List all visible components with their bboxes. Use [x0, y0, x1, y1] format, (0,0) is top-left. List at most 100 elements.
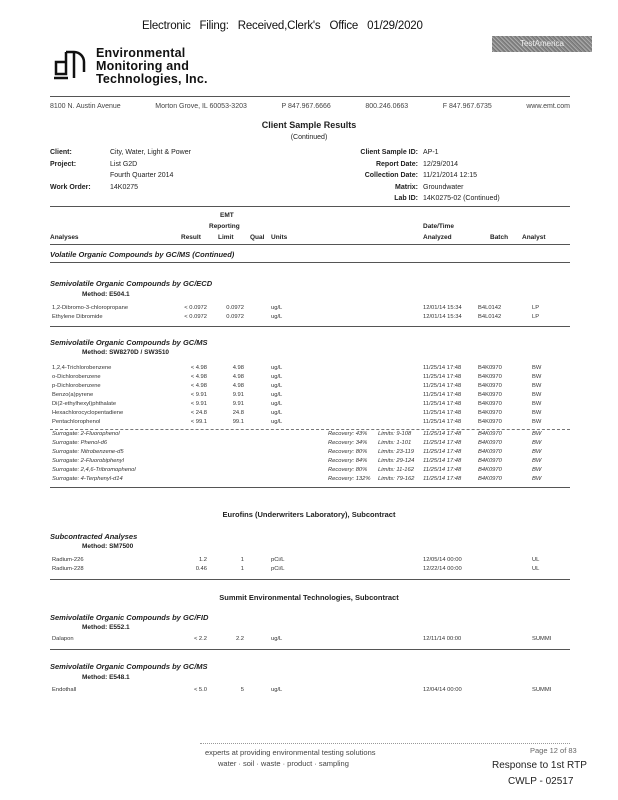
- units: pCi/L: [271, 566, 285, 572]
- work-order-value: 14K0275: [110, 184, 139, 191]
- section-title: Volatile Organic Compounds by GC/MS (Con…: [50, 250, 235, 259]
- divider: [50, 326, 570, 327]
- divider: [50, 262, 570, 263]
- work-order-label: Work Order:: [50, 184, 91, 191]
- project-value: List G2D: [110, 161, 138, 168]
- surrogate-name: Surrogate: Nitrobenzene-d5: [52, 449, 124, 455]
- surrogate-row: Surrogate: 2-Fluorobiphenyl Recovery: 84%…: [0, 458, 618, 467]
- batch-id: B4K0970: [478, 419, 502, 425]
- footer-tagline: experts at providing environmental testi…: [205, 748, 376, 757]
- units: ug/L: [271, 410, 283, 416]
- analyte-name: Radium-226: [52, 557, 84, 563]
- section-title: Subcontracted Analyses: [50, 532, 138, 541]
- address-phone: P 847.967.6666: [281, 103, 331, 110]
- units: ug/L: [271, 374, 283, 380]
- recovery: Recovery: 34%: [328, 440, 368, 446]
- reporting-limit: 99.1: [232, 419, 244, 425]
- divider: [50, 487, 570, 488]
- batch-id: B4K0970: [478, 392, 502, 398]
- analyst: UL: [532, 557, 540, 563]
- address-website: www.emt.com: [526, 103, 570, 110]
- method-label: Method: SM7500: [82, 543, 134, 550]
- units: ug/L: [271, 305, 283, 311]
- lab-id-label: Lab ID:: [394, 195, 418, 202]
- result-value: < 4.98: [190, 365, 207, 371]
- address-fax: F 847.967.6735: [442, 103, 492, 110]
- divider: [50, 206, 570, 207]
- reporting-limit: 0.0972: [226, 305, 244, 311]
- reporting-limit: 9.91: [232, 392, 244, 398]
- date-analyzed: 11/25/14 17:48: [423, 440, 462, 446]
- analyst: SUMMI: [532, 636, 552, 642]
- date-analyzed: 11/25/14 17:48: [423, 365, 462, 371]
- table-row: Endothall < 5.0 5 ug/L 12/04/14 00:00 SUMMI: [0, 687, 618, 696]
- divider: [50, 96, 570, 97]
- units: ug/L: [271, 401, 283, 407]
- analyte-name: Ethylene Dibromide: [52, 314, 103, 320]
- analyst: BW: [532, 431, 542, 437]
- company-name: Environmental Monitoring and Technologies,…: [96, 47, 208, 86]
- analyst: BW: [532, 410, 542, 416]
- analyte-name: p-Dichlorobenzene: [52, 383, 101, 389]
- units: ug/L: [271, 419, 283, 425]
- units: ug/L: [271, 392, 283, 398]
- divider: [50, 579, 570, 580]
- collection-date-label: Collection Date:: [364, 172, 418, 179]
- surrogate-row: Surrogate: 2,4,6-Tribromophenol Recovery:…: [0, 467, 618, 476]
- table-row: Benzo(a)pyrene < 9.91 9.91 ug/L 11/25/14 17:…: [0, 392, 618, 401]
- date-analyzed: 11/25/14 17:48: [423, 431, 462, 437]
- table-row: 1,2,4-Trichlorobenzene < 4.98 4.98 ug/L 11/2…: [0, 365, 618, 374]
- client-label: Client:: [50, 149, 72, 156]
- units: ug/L: [271, 687, 283, 693]
- analyte-name: Radium-228: [52, 566, 84, 572]
- date-analyzed: 11/25/14 17:48: [423, 392, 462, 398]
- surrogate-row: Surrogate: Phenol-d6 Recovery: 34% Limits:…: [0, 440, 618, 449]
- analyte-name: Pentachlorophenol: [52, 419, 101, 425]
- date-analyzed: 11/25/14 17:48: [423, 419, 462, 425]
- table-row: Pentachlorophenol < 99.1 99.1 ug/L 11/25/14 …: [0, 419, 618, 428]
- analyst: SUMMI: [532, 687, 552, 693]
- limits: Limits: 29-124: [378, 458, 415, 464]
- col-analyst: Analyst: [522, 234, 546, 241]
- section-title: Semivolatile Organic Compounds by GC/ECD: [50, 279, 213, 288]
- company-name-line: Technologies, Inc.: [96, 72, 208, 86]
- recovery: Recovery: 80%: [328, 467, 368, 473]
- date-analyzed: 12/01/14 15:34: [423, 314, 462, 320]
- analyst: BW: [532, 374, 542, 380]
- response-label: Response to 1st RTP: [492, 760, 587, 771]
- analyte-name: Benzo(a)pyrene: [52, 392, 94, 398]
- table-row: Dalapon < 2.2 2.2 ug/L 12/11/14 00:00 SUMMI: [0, 636, 618, 645]
- batch-id: B4K0970: [478, 431, 502, 437]
- batch-id: B4K0970: [478, 365, 502, 371]
- analyst: BW: [532, 419, 542, 425]
- date-analyzed: 12/04/14 00:00: [423, 687, 462, 693]
- date-analyzed: 11/25/14 17:48: [423, 467, 462, 473]
- divider: [50, 244, 570, 245]
- analyst: BW: [532, 449, 542, 455]
- table-row: Di(2-ethylhexyl)phthalate < 9.91 9.91 ug/L 1…: [0, 401, 618, 410]
- limits: Limits: 11-162: [378, 467, 414, 473]
- col-limit: Limit: [218, 234, 234, 241]
- batch-id: B4K0970: [478, 476, 502, 482]
- result-value: < 0.0972: [184, 314, 207, 320]
- lab-stamp: TestAmerica: [492, 36, 592, 52]
- analyte-name: Hexachlorocyclopentadiene: [52, 410, 124, 416]
- col-datetime: Date/Time: [423, 223, 454, 230]
- page-subtitle: (Continued): [290, 134, 328, 141]
- reporting-limit: 4.98: [232, 365, 244, 371]
- table-row: Radium-226 1.2 1 pCi/L 12/05/14 00:00 UL: [0, 557, 618, 566]
- table-row: Radium-228 0.46 1 pCi/L 12/22/14 00:00 UL: [0, 566, 618, 575]
- section-title: Semivolatile Organic Compounds by GC/MS: [50, 662, 208, 671]
- matrix-label: Matrix:: [395, 184, 418, 191]
- units: ug/L: [271, 636, 283, 642]
- col-emt: EMT: [220, 212, 234, 219]
- analyst: BW: [532, 458, 542, 464]
- table-row: Ethylene Dibromide < 0.0972 0.0972 ug/L 12/0…: [0, 314, 618, 323]
- result-value: < 24.8: [190, 410, 207, 416]
- reporting-limit: 0.0972: [226, 314, 244, 320]
- date-analyzed: 12/05/14 00:00: [423, 557, 462, 563]
- method-label: Method: E504.1: [82, 291, 130, 298]
- reporting-limit: 24.8: [232, 410, 244, 416]
- reporting-limit: 1: [240, 566, 244, 572]
- surrogate-row: Surrogate: 4-Terphenyl-d14 Recovery: 132%…: [0, 476, 618, 485]
